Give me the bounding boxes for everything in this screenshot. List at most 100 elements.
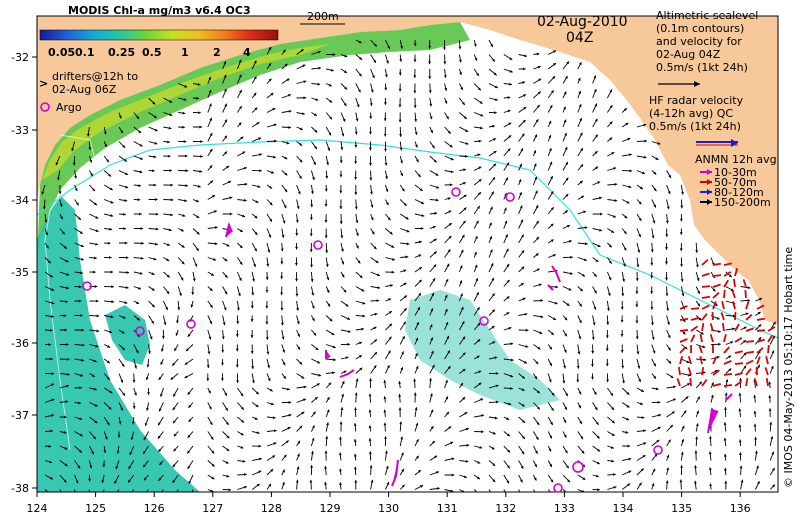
velocity-arrowhead: [506, 417, 510, 420]
velocity-arrowhead: [239, 89, 242, 93]
velocity-arrowhead: [236, 307, 240, 311]
hf-legend-line: HF radar velocity: [649, 94, 744, 107]
velocity-arrowhead: [492, 463, 496, 466]
velocity-arrowhead: [314, 146, 317, 150]
velocity-arrowhead: [354, 145, 358, 148]
velocity-arrowhead: [522, 420, 526, 423]
velocity-arrowhead: [311, 305, 315, 309]
velocity-arrowhead: [325, 264, 329, 267]
velocity-arrowhead: [224, 88, 227, 92]
velocity-arrowhead: [134, 392, 137, 396]
velocity-arrowhead: [477, 153, 481, 157]
velocity-arrowhead: [343, 370, 347, 374]
velocity-arrowhead: [681, 439, 685, 442]
velocity-arrowhead: [64, 463, 68, 467]
velocity-arrowhead: [535, 493, 538, 496]
velocity-arrowhead: [286, 141, 290, 145]
hf-radar-arrow: [698, 345, 703, 354]
colorbar-title: MODIS Chl-a mg/m3 v6.4 OC3: [68, 4, 251, 17]
velocity-arrowhead: [383, 118, 387, 121]
velocity-arrowhead: [123, 227, 126, 231]
velocity-arrowhead: [282, 481, 285, 485]
velocity-arrowhead: [383, 133, 387, 137]
velocity-arrowhead: [665, 480, 669, 484]
velocity-arrowhead: [312, 425, 315, 429]
velocity-arrowhead: [221, 362, 224, 366]
velocity-arrowhead: [624, 215, 628, 219]
velocity-arrowhead: [433, 238, 437, 242]
hf-radar-arrow: [679, 318, 689, 321]
velocity-arrowhead: [473, 43, 477, 47]
hf-radar-arrow: [745, 327, 754, 332]
velocity-arrowhead: [665, 234, 669, 237]
altimetric-contour-shelf: [44, 134, 96, 451]
hf-radar-arrow: [745, 359, 754, 365]
velocity-arrowhead: [187, 391, 191, 395]
altimetry-legend-line: and velocity for: [656, 35, 742, 48]
velocity-arrowhead: [78, 217, 81, 220]
velocity-arrowhead: [563, 106, 566, 110]
velocity-arrowhead: [268, 234, 272, 238]
velocity-arrowhead: [116, 450, 120, 454]
velocity-arrowhead: [209, 148, 213, 152]
velocity-arrowhead: [224, 103, 227, 107]
velocity-arrowhead: [550, 191, 554, 195]
hf-radar-arrow: [723, 384, 733, 387]
hf-radar-arrow: [679, 329, 689, 332]
velocity-arrowhead: [403, 202, 407, 206]
velocity-arrowhead: [418, 254, 422, 258]
velocity-arrowhead: [324, 466, 328, 469]
velocity-arrowhead: [447, 197, 451, 200]
velocity-arrowhead: [152, 101, 156, 105]
velocity-arrowhead: [310, 279, 314, 282]
velocity-arrowhead: [638, 379, 641, 382]
velocity-arrowhead: [243, 166, 247, 170]
velocity-arrowhead: [64, 446, 68, 450]
velocity-arrowhead: [296, 321, 300, 325]
velocity-arrowhead: [93, 202, 97, 206]
velocity-arrowhead: [126, 271, 129, 274]
velocity-arrowhead: [714, 303, 718, 306]
colorbar-tick-label: 0.05: [48, 46, 75, 59]
velocity-arrowhead: [533, 477, 537, 481]
velocity-arrowhead: [224, 119, 227, 123]
velocity-arrowhead: [124, 199, 128, 202]
velocity-arrowhead: [238, 277, 242, 281]
velocity-arrowhead: [728, 355, 732, 359]
velocity-arrowhead: [563, 434, 567, 438]
velocity-arrowhead: [714, 370, 718, 373]
velocity-arrowhead: [476, 73, 479, 77]
velocity-arrowhead: [241, 419, 245, 423]
velocity-arrowhead: [535, 361, 539, 365]
velocity-arrowhead: [299, 159, 303, 163]
velocity-arrowhead: [753, 423, 757, 427]
x-tick-label: 128: [261, 502, 282, 515]
velocity-arrowhead: [665, 277, 669, 281]
velocity-arrowhead: [430, 426, 434, 430]
velocity-arrowhead: [399, 421, 403, 425]
velocity-arrowhead: [753, 410, 757, 414]
velocity-arrowhead: [709, 436, 712, 439]
chlorophyll-coastal-band: [37, 22, 470, 260]
velocity-arrowhead: [738, 424, 742, 428]
velocity-arrowhead: [595, 259, 599, 263]
velocity-arrowhead: [520, 219, 524, 223]
velocity-arrowhead: [272, 416, 276, 420]
velocity-arrowhead: [413, 90, 417, 94]
velocity-arrowhead: [611, 433, 615, 436]
velocity-arrowhead: [579, 132, 583, 136]
velocity-arrowhead: [650, 291, 654, 294]
velocity-arrowhead: [370, 217, 374, 221]
velocity-arrowhead: [170, 183, 174, 187]
velocity-arrowhead: [667, 191, 671, 195]
velocity-arrowhead: [478, 382, 482, 386]
velocity-arrowhead: [507, 465, 510, 469]
velocity-arrowhead: [79, 386, 82, 390]
velocity-arrowhead: [297, 346, 301, 350]
velocity-arrowhead: [681, 425, 685, 429]
velocity-arrowhead: [208, 89, 212, 93]
velocity-arrowhead: [462, 220, 466, 224]
velocity-arrowhead: [132, 406, 136, 409]
velocity-arrowhead: [355, 118, 359, 122]
velocity-arrow: [533, 489, 536, 492]
